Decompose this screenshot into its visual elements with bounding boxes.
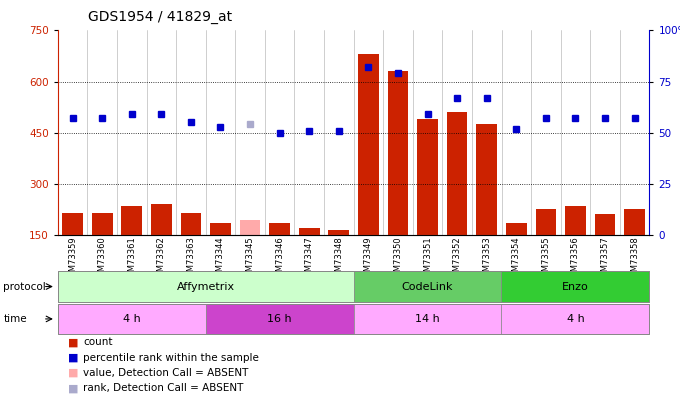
Text: ■: ■ — [68, 368, 78, 378]
Text: ■: ■ — [68, 337, 78, 347]
Text: Enzo: Enzo — [562, 281, 589, 292]
Bar — [63, 213, 83, 235]
Bar — [477, 124, 497, 235]
Text: 14 h: 14 h — [415, 314, 440, 324]
Bar — [181, 213, 201, 235]
Bar — [418, 119, 438, 235]
Bar — [565, 206, 585, 235]
Bar — [299, 228, 320, 235]
Bar — [624, 209, 645, 235]
Bar — [447, 112, 467, 235]
Text: percentile rank within the sample: percentile rank within the sample — [83, 353, 259, 362]
Text: GDS1954 / 41829_at: GDS1954 / 41829_at — [88, 10, 233, 24]
Bar — [388, 71, 408, 235]
Text: time: time — [3, 314, 27, 324]
Bar — [595, 215, 615, 235]
Text: 4 h: 4 h — [566, 314, 584, 324]
Text: protocol: protocol — [3, 281, 46, 292]
Text: ■: ■ — [68, 353, 78, 362]
Text: 16 h: 16 h — [267, 314, 292, 324]
Bar — [210, 223, 231, 235]
Bar — [269, 223, 290, 235]
Text: ■: ■ — [68, 384, 78, 393]
Bar — [358, 54, 379, 235]
Text: count: count — [83, 337, 112, 347]
Bar — [328, 230, 349, 235]
Bar — [506, 223, 526, 235]
Bar — [92, 213, 112, 235]
Text: rank, Detection Call = ABSENT: rank, Detection Call = ABSENT — [83, 384, 243, 393]
Bar — [122, 206, 142, 235]
Text: value, Detection Call = ABSENT: value, Detection Call = ABSENT — [83, 368, 248, 378]
Text: Affymetrix: Affymetrix — [177, 281, 235, 292]
Bar — [151, 204, 171, 235]
Bar — [240, 220, 260, 235]
Text: 4 h: 4 h — [123, 314, 141, 324]
Text: CodeLink: CodeLink — [402, 281, 454, 292]
Bar — [536, 209, 556, 235]
